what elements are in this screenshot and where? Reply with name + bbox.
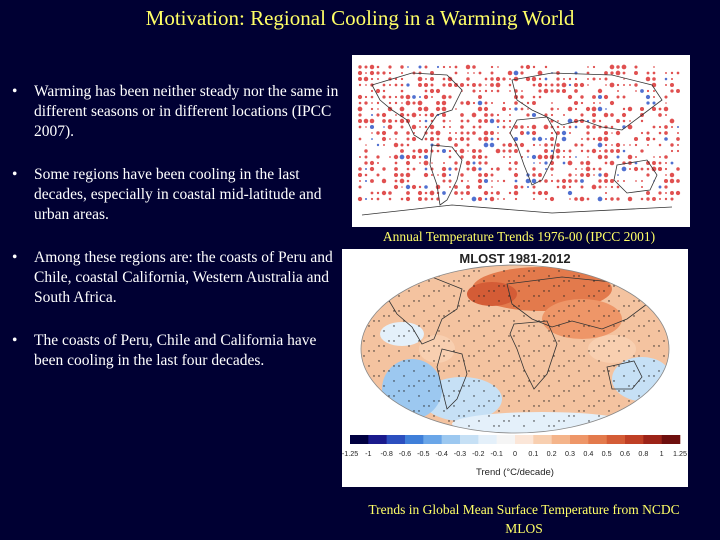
colorbar-swatch (478, 435, 497, 444)
colorbar-swatch (386, 435, 406, 444)
colorbar-swatch (643, 435, 662, 444)
colorbar-swatch (661, 435, 681, 444)
trend-dot-field (357, 64, 681, 202)
colorbar-swatch (570, 435, 589, 444)
colorbar-tick-label: 1.25 (673, 449, 687, 458)
colorbar-swatch (625, 435, 644, 444)
colorbar-swatch (496, 435, 516, 444)
colorbar-swatch (551, 435, 571, 444)
map-title: MLOST 1981-2012 (459, 251, 570, 266)
bullet-item: • The coasts of Peru, Chile and Californ… (12, 331, 342, 371)
bullet-text: The coasts of Peru, Chile and California… (34, 332, 317, 369)
colorbar-tick-label: -1.25 (342, 449, 358, 458)
colorbar-swatch (533, 435, 552, 444)
figure2-caption: Trends in Global Mean Surface Temperatur… (368, 502, 680, 536)
colorbar-tick-label: 0.1 (528, 449, 538, 458)
colorbar-labels: -1.25 -1 -0.8 -0.6 -0.5 -0.4 -0.3 -0.2 -0.1 0 0.1 0… (342, 449, 687, 458)
colorbar-tick-label: -0.5 (417, 449, 429, 458)
colorbar-tick-label: -0.3 (454, 449, 466, 458)
slide-title: Motivation: Regional Cooling in a Warmin… (145, 6, 575, 30)
bullet-item: • Among these regions are: the coasts of… (12, 248, 342, 308)
colorbar-swatch (350, 435, 369, 444)
colorbar-swatch (515, 435, 534, 444)
colorbar-tick-label: 0.4 (583, 449, 593, 458)
bullet-marker: • (12, 249, 18, 266)
colorbar-tick-label: -0.2 (472, 449, 484, 458)
ipcc-trend-map (352, 55, 690, 227)
colorbar-tick-label: 0.5 (602, 449, 612, 458)
colorbar-swatch (405, 435, 424, 444)
mlost-map-graphic: MLOST 1981-2012 -1.25 -1 -0.8 -0.6 -0 (342, 249, 688, 487)
bullet-item: • Warming has been neither steady nor th… (12, 82, 342, 142)
colorbar-tick-label: -0.8 (380, 449, 392, 458)
bullet-marker: • (12, 332, 18, 349)
colorbar-swatch (441, 435, 461, 444)
colorbar-swatch (423, 435, 442, 444)
colorbar (350, 435, 681, 444)
colorbar-tick-label: 0 (513, 449, 517, 458)
mlost-trend-map: MLOST 1981-2012 -1.25 -1 -0.8 -0.6 -0 (342, 249, 688, 487)
bullet-text: Some regions have been cooling in the la… (34, 166, 322, 223)
ipcc-map-graphic (352, 55, 690, 227)
bullet-marker: • (12, 166, 18, 183)
continent-outlines (361, 72, 673, 216)
bullet-list: • Warming has been neither steady nor th… (12, 82, 342, 394)
colorbar-swatch (588, 435, 607, 444)
colorbar-tick-label: 1 (660, 449, 664, 458)
bullet-item: • Some regions have been cooling in the … (12, 165, 342, 225)
colorbar-swatch (460, 435, 479, 444)
colorbar-swatch (606, 435, 626, 444)
colorbar-tick-label: -0.6 (399, 449, 411, 458)
colorbar-tick-label: -1 (365, 449, 371, 458)
bullet-text: Among these regions are: the coasts of P… (34, 249, 333, 306)
colorbar-tick-label: 0.8 (638, 449, 648, 458)
colorbar-tick-label: -0.4 (435, 449, 447, 458)
bullet-marker: • (12, 83, 18, 100)
colorbar-tick-label: 0.2 (547, 449, 557, 458)
colorbar-axis-label: Trend (°C/decade) (476, 467, 554, 478)
bullet-text: Warming has been neither steady nor the … (34, 83, 339, 140)
figure1-caption: Annual Temperature Trends 1976-00 (IPCC … (382, 229, 656, 244)
colorbar-tick-label: -0.1 (490, 449, 502, 458)
colorbar-tick-label: 0.3 (565, 449, 575, 458)
colorbar-tick-label: 0.6 (620, 449, 630, 458)
colorbar-swatch (368, 435, 387, 444)
